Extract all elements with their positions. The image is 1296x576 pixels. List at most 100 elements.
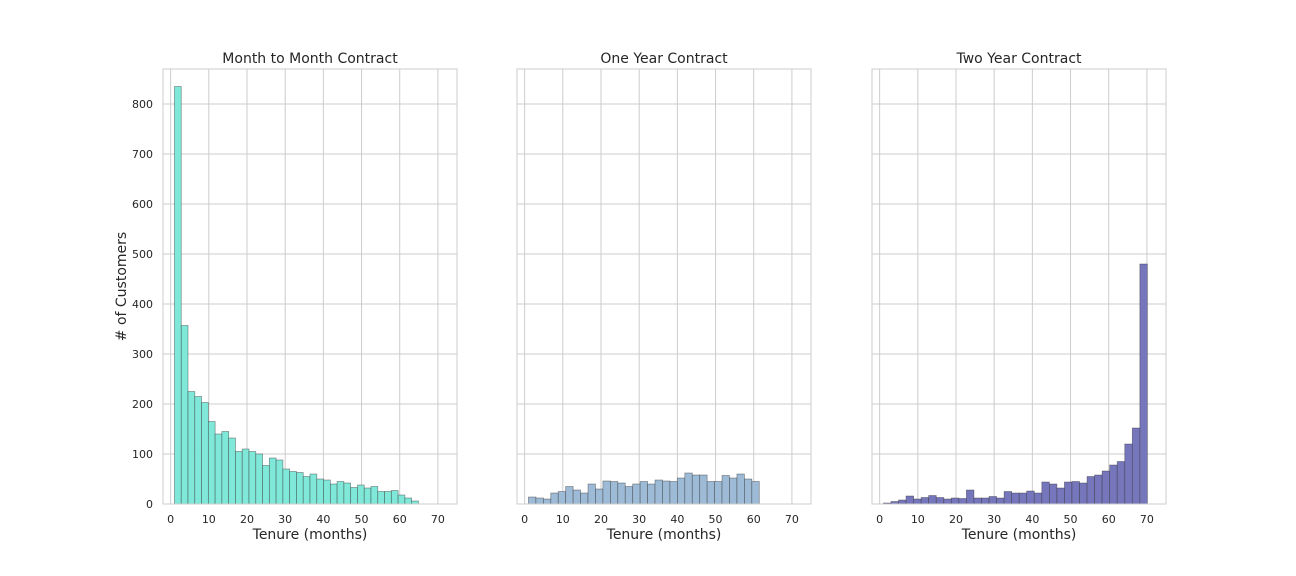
histogram-bar: [587, 483, 596, 505]
histogram-bar: [988, 496, 997, 505]
panel-title: One Year Contract: [600, 51, 728, 67]
histogram-bar: [744, 478, 753, 505]
histogram-bar: [255, 453, 263, 505]
histogram-bar: [363, 487, 372, 505]
histogram-bar: [329, 483, 338, 505]
histogram-bar: [580, 492, 589, 505]
histogram-bar: [1086, 476, 1095, 505]
histogram-bar: [706, 481, 715, 505]
bars: [174, 86, 419, 505]
x-tick-label: 0: [167, 513, 174, 526]
histogram-bar: [302, 476, 311, 505]
histogram-bar: [1056, 487, 1065, 505]
histogram-bar: [677, 477, 686, 505]
histogram-bar: [684, 472, 693, 505]
panel-title: Two Year Contract: [955, 51, 1082, 67]
histogram-bar: [572, 489, 581, 505]
histogram-bar: [1071, 481, 1080, 505]
histogram-bar: [729, 477, 738, 505]
histogram-bar: [1124, 443, 1133, 505]
histogram-bar: [617, 482, 626, 505]
bars: [883, 263, 1148, 505]
histogram-bar: [898, 499, 907, 505]
x-axis-label: Tenure (months): [252, 527, 368, 543]
y-tick-label: 400: [132, 298, 153, 311]
y-tick-label: 800: [132, 98, 153, 111]
histogram-bar: [316, 478, 324, 505]
histogram-bar: [632, 483, 641, 505]
histogram-bar: [996, 497, 1005, 505]
histogram-bar: [309, 473, 318, 505]
x-tick-label: 20: [594, 513, 608, 526]
histogram-bar: [350, 487, 358, 505]
x-tick-label: 70: [785, 513, 799, 526]
histogram-bar: [296, 472, 304, 505]
x-tick-label: 60: [393, 513, 407, 526]
histogram-bar: [721, 475, 730, 505]
histogram-bar: [669, 481, 678, 505]
x-tick-label: 0: [876, 513, 883, 526]
y-tick-label: 500: [132, 248, 153, 261]
x-tick-label: 20: [240, 513, 254, 526]
histogram-bar: [966, 489, 975, 505]
panel-month-to-month: Month to Month Contract Tenure (months) …: [114, 51, 458, 543]
histogram-bar: [1094, 474, 1103, 505]
panel-title: Month to Month Contract: [222, 51, 398, 67]
histogram-bar: [241, 448, 250, 505]
histogram-bar: [1003, 491, 1012, 505]
histogram-bar: [1116, 461, 1126, 505]
histogram-bar: [958, 498, 967, 505]
x-tick-label: 70: [1140, 513, 1154, 526]
x-tick-label: 10: [556, 513, 570, 526]
histogram-bar: [275, 459, 284, 505]
histogram-bar: [282, 468, 291, 505]
gridlines: [872, 69, 1166, 505]
histogram-bar: [1011, 492, 1020, 505]
histogram-bar: [602, 480, 611, 505]
x-tick-label: 30: [987, 513, 1001, 526]
y-axis-label: # of Customers: [114, 232, 130, 341]
histogram-bar: [751, 481, 760, 505]
histogram-bar: [248, 451, 257, 505]
histogram-bar: [1041, 481, 1050, 505]
histogram-bar: [357, 484, 365, 505]
histogram-bar: [905, 495, 914, 505]
x-tick-label: 50: [709, 513, 723, 526]
x-tick-label: 50: [355, 513, 369, 526]
x-axis-label: Tenure (months): [606, 527, 722, 543]
histogram-bar: [691, 474, 701, 505]
gridlines: [163, 69, 457, 505]
histogram-bar: [1018, 492, 1028, 505]
histogram-bar: [624, 486, 634, 505]
histogram-bar: [1079, 482, 1088, 505]
x-tick-label: 40: [1025, 513, 1039, 526]
histogram-bar: [1064, 481, 1073, 505]
histogram-bar: [595, 488, 604, 505]
histogram-bar: [973, 497, 982, 505]
x-axis-label: Tenure (months): [961, 527, 1077, 543]
histogram-bar: [262, 465, 270, 505]
y-tick-label: 200: [132, 398, 153, 411]
histogram-bar: [174, 86, 182, 505]
histogram-bar: [289, 471, 297, 505]
x-tick-label: 10: [202, 513, 216, 526]
histogram-bar: [384, 491, 392, 505]
histogram-bar: [390, 490, 399, 505]
histogram-bar: [1131, 427, 1141, 505]
histogram-bar: [542, 498, 552, 505]
y-tick-label: 0: [146, 498, 153, 511]
plot-frame: [871, 68, 1167, 505]
histogram-bar: [221, 431, 230, 505]
x-tick-label: 70: [431, 513, 445, 526]
histogram-bar: [565, 486, 574, 505]
gridlines: [517, 69, 811, 505]
x-tick-label: 60: [1102, 513, 1116, 526]
histogram-bar: [647, 483, 656, 505]
x-tick-label: 40: [316, 513, 330, 526]
histogram-bar: [180, 325, 189, 505]
histogram-bar: [268, 457, 277, 505]
histogram-bar: [397, 494, 406, 505]
x-tick-label: 40: [670, 513, 684, 526]
y-tick-label: 300: [132, 348, 153, 361]
